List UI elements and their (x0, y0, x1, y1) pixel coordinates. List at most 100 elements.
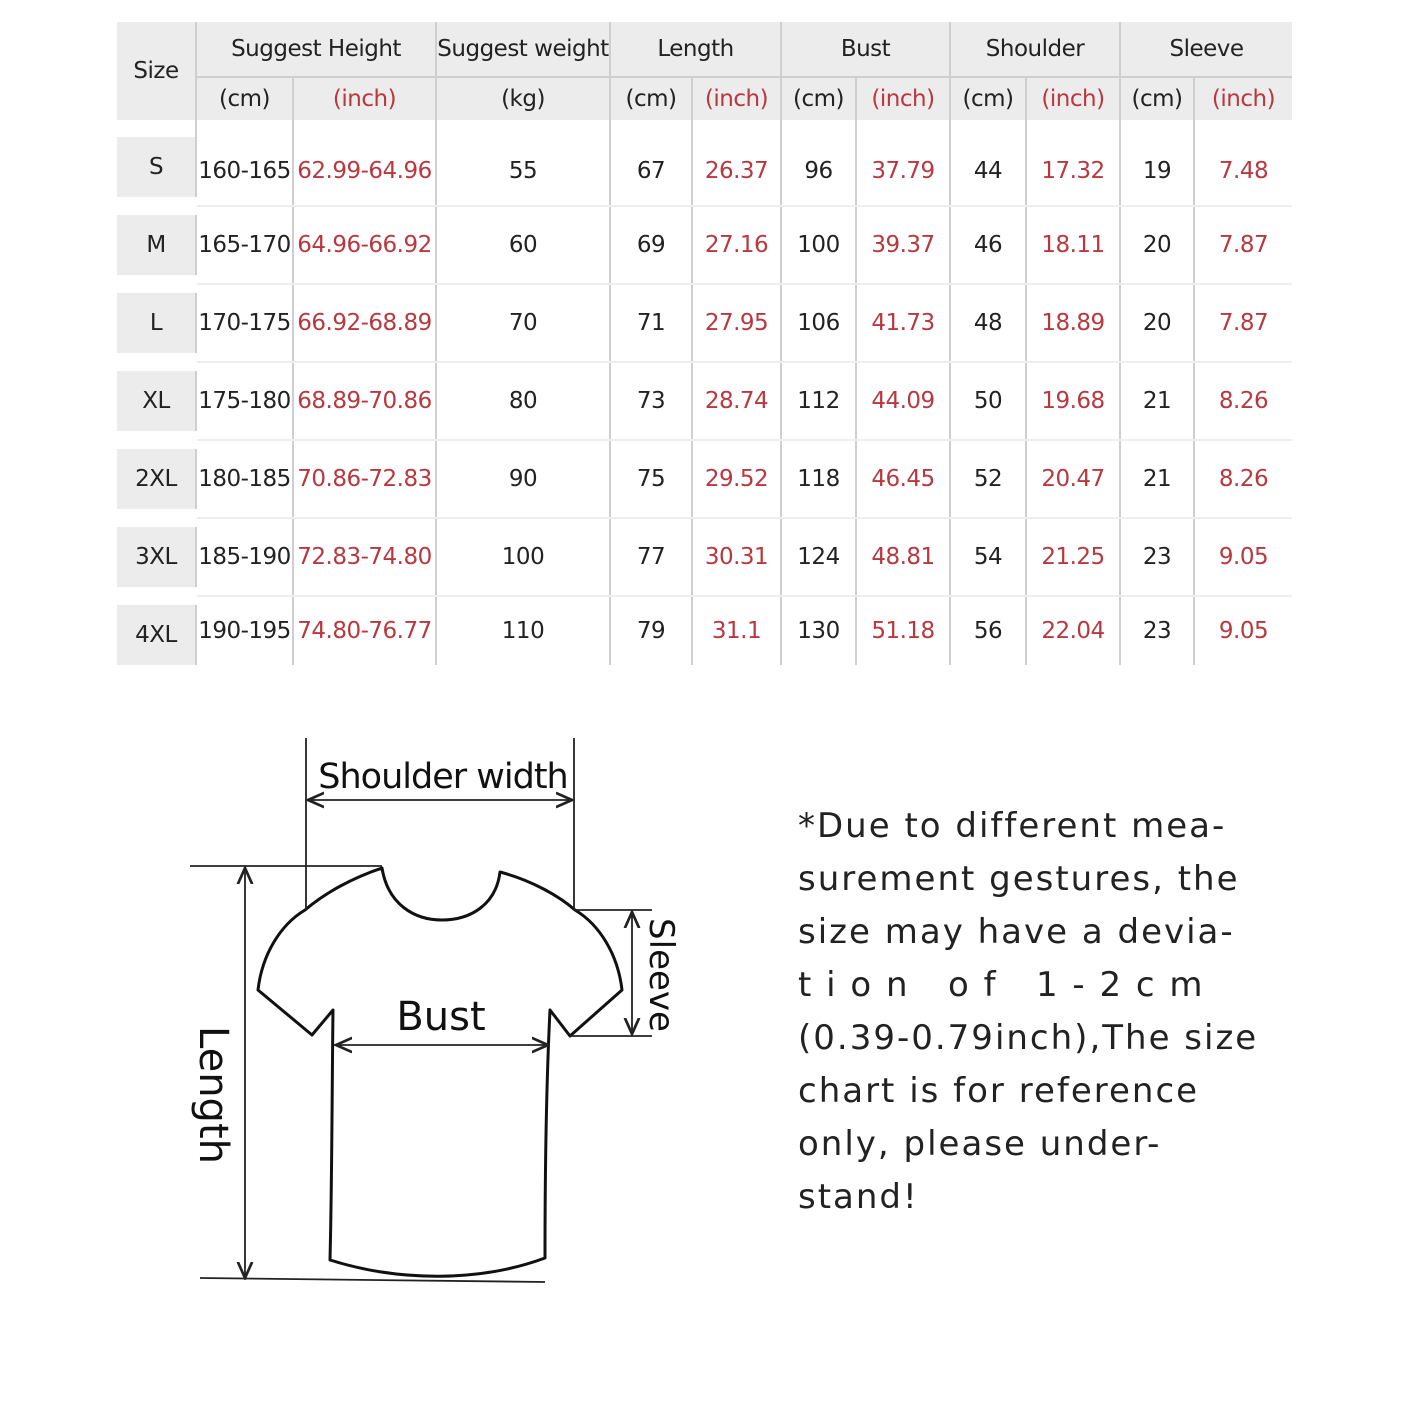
cell-sleeve-inch: 7.87 (1193, 206, 1292, 285)
cell-length-inch: 29.52 (691, 440, 781, 519)
cell-shoulder-cm: 46 (949, 206, 1026, 285)
cell-shoulder-cm: 50 (949, 362, 1026, 441)
cell-height-inch: 66.92-68.89 (292, 284, 436, 363)
cell-length-inch: 28.74 (691, 362, 781, 441)
cell-bust-inch: 39.37 (855, 206, 950, 285)
cell-height-cm: 170-175 (195, 284, 293, 363)
table-row: 3XL 185-190 72.83-74.80 100 77 30.31 124 48.81 5… (117, 518, 1292, 605)
cell-sleeve-inch: 9.05 (1193, 518, 1292, 597)
cell-length-cm: 73 (609, 362, 692, 441)
cell-height-inch: 68.89-70.86 (292, 362, 436, 441)
note-line: t i o n o f 1 - 2 c m (798, 965, 1205, 1005)
cell-size: 3XL (117, 518, 196, 605)
cell-height-inch: 70.86-72.83 (292, 440, 436, 519)
cell-length-inch: 27.16 (691, 206, 781, 285)
cell-shoulder-cm: 56 (949, 596, 1026, 665)
cell-sleeve-cm: 20 (1119, 284, 1194, 363)
cell-bust-inch: 48.81 (855, 518, 950, 597)
cell-bust-inch: 41.73 (855, 284, 950, 363)
cell-shoulder-inch: 20.47 (1025, 440, 1120, 519)
header-bust: Bust (780, 22, 950, 77)
unit-inch: (inch) (1193, 76, 1292, 120)
unit-cm: (cm) (1119, 76, 1194, 120)
cell-shoulder-inch: 21.25 (1025, 518, 1120, 597)
cell-height-cm: 165-170 (195, 206, 293, 285)
cell-bust-cm: 130 (780, 596, 856, 665)
table-row: M 165-170 64.96-66.92 60 69 27.16 100 39.37 46 18… (117, 206, 1292, 293)
note-line: *Due to different mea- (798, 806, 1227, 846)
header-size: Size (117, 22, 196, 120)
cell-weight-kg: 70 (435, 284, 610, 363)
cell-weight-kg: 90 (435, 440, 610, 519)
header-row: Size Suggest Height Suggest weight Lengt… (117, 22, 1292, 120)
cell-sleeve-inch: 9.05 (1193, 596, 1292, 665)
cell-shoulder-cm: 44 (949, 137, 1026, 207)
cell-size: L (117, 284, 196, 371)
cell-bust-inch: 46.45 (855, 440, 950, 519)
cell-bust-cm: 106 (780, 284, 856, 363)
cell-height-inch: 64.96-66.92 (292, 206, 436, 285)
unit-inch: (inch) (292, 76, 436, 120)
cell-sleeve-cm: 23 (1119, 518, 1194, 597)
cell-bust-cm: 112 (780, 362, 856, 441)
measurement-note: *Due to different mea- surement gestures… (798, 800, 1258, 1224)
unit-cm: (cm) (609, 76, 692, 120)
cell-shoulder-inch: 22.04 (1025, 596, 1120, 665)
size-table: Size Suggest Height Suggest weight Lengt… (117, 22, 1292, 665)
sleeve-label: Sleeve (641, 918, 681, 1032)
cell-length-cm: 79 (609, 596, 692, 665)
cell-bust-cm: 96 (780, 137, 856, 207)
cell-height-inch: 62.99-64.96 (292, 137, 436, 207)
length-label: Length (190, 1026, 236, 1164)
note-line: chart is for reference (798, 1071, 1200, 1111)
cell-length-inch: 30.31 (691, 518, 781, 597)
cell-shoulder-inch: 18.89 (1025, 284, 1120, 363)
table-row: XL 175-180 68.89-70.86 80 73 28.74 112 44.09 50 1… (117, 362, 1292, 449)
note-line: (0.39-0.79inch),The size (798, 1018, 1259, 1058)
cell-length-inch: 27.95 (691, 284, 781, 363)
cell-shoulder-cm: 52 (949, 440, 1026, 519)
cell-bust-cm: 118 (780, 440, 856, 519)
cell-sleeve-inch: 7.48 (1193, 137, 1292, 207)
cell-length-cm: 67 (609, 137, 692, 207)
dimension-lines (190, 738, 652, 1283)
cell-sleeve-cm: 20 (1119, 206, 1194, 285)
header-shoulder: Shoulder (949, 22, 1120, 77)
tshirt-outline (256, 866, 624, 1278)
unit-cm: (cm) (195, 76, 293, 120)
cell-height-inch: 72.83-74.80 (292, 518, 436, 597)
bust-label: Bust (396, 994, 485, 1040)
cell-shoulder-inch: 18.11 (1025, 206, 1120, 285)
cell-sleeve-cm: 23 (1119, 596, 1194, 665)
unit-row: (cm) (inch) (kg) (cm) (inch) (cm) (inch)… (117, 76, 1292, 120)
cell-length-inch: 31.1 (691, 596, 781, 665)
cell-shoulder-inch: 19.68 (1025, 362, 1120, 441)
note-line: stand! (798, 1177, 919, 1217)
cell-bust-cm: 124 (780, 518, 856, 597)
cell-size: 4XL (117, 596, 196, 665)
cell-height-inch: 74.80-76.77 (292, 596, 436, 665)
header-sleeve: Sleeve (1119, 22, 1292, 77)
cell-height-cm: 175-180 (195, 362, 293, 441)
cell-weight-kg: 110 (435, 596, 610, 665)
cell-size: M (117, 206, 196, 293)
cell-length-inch: 26.37 (691, 137, 781, 207)
cell-sleeve-inch: 8.26 (1193, 362, 1292, 441)
unit-inch: (inch) (691, 76, 781, 120)
unit-cm: (cm) (949, 76, 1026, 120)
table-row: S 160-165 62.99-64.96 55 67 26.37 96 37.79 44 17.… (117, 137, 1292, 215)
cell-sleeve-cm: 21 (1119, 440, 1194, 519)
cell-sleeve-inch: 7.87 (1193, 284, 1292, 363)
cell-height-cm: 185-190 (195, 518, 293, 597)
cell-weight-kg: 60 (435, 206, 610, 285)
cell-bust-inch: 37.79 (855, 137, 950, 207)
cell-height-cm: 190-195 (195, 596, 293, 665)
cell-weight-kg: 80 (435, 362, 610, 441)
cell-length-cm: 75 (609, 440, 692, 519)
cell-sleeve-cm: 21 (1119, 362, 1194, 441)
cell-bust-inch: 44.09 (855, 362, 950, 441)
cell-length-cm: 69 (609, 206, 692, 285)
cell-length-cm: 71 (609, 284, 692, 363)
